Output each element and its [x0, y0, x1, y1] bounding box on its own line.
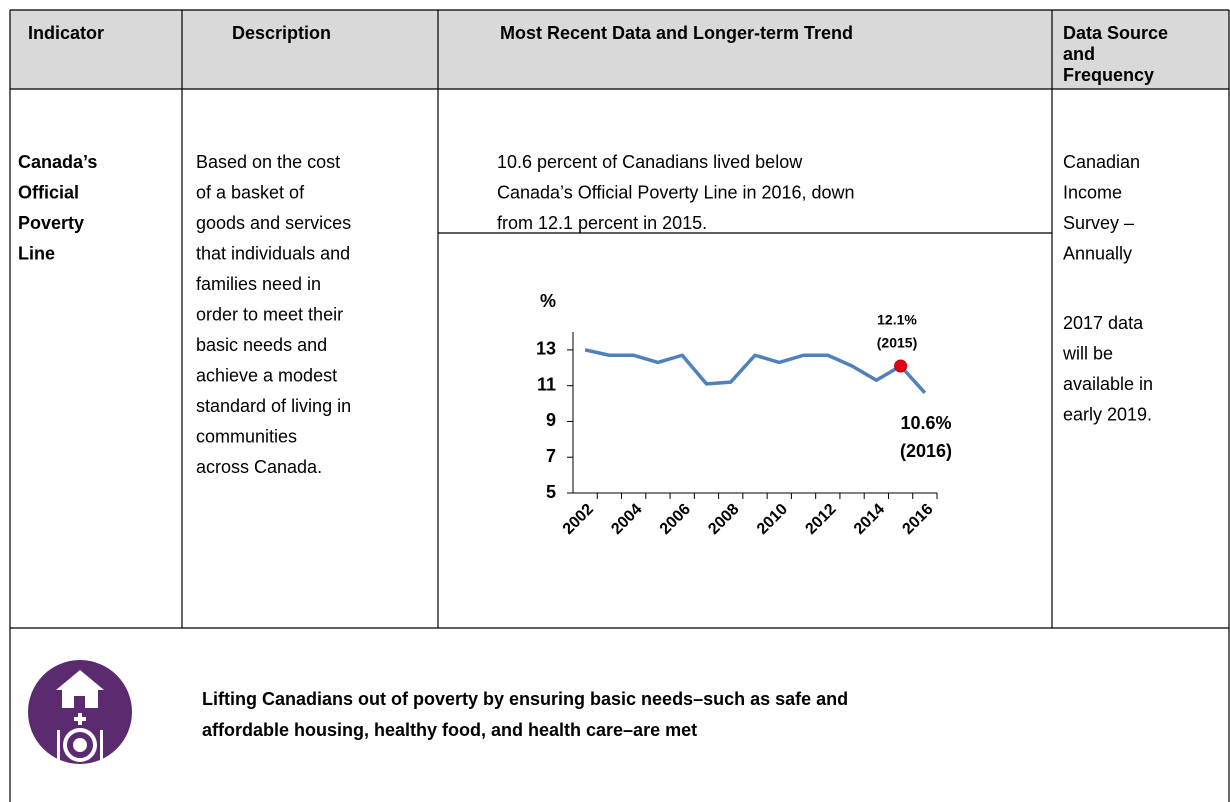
x-tick-label: 2016: [899, 501, 936, 538]
x-tick-label: 2006: [657, 501, 694, 538]
data-text: 10.6 percent of Canadians lived below: [497, 152, 803, 172]
source-text: Survey –: [1063, 213, 1134, 233]
x-tick-label: 2002: [560, 501, 597, 538]
description-text: communities: [196, 426, 297, 446]
data-text: Canada’s Official Poverty Line in 2016, …: [497, 182, 855, 202]
source-text: available in: [1063, 374, 1153, 394]
description-text: order to meet their: [196, 304, 343, 324]
source-text: early 2019.: [1063, 404, 1152, 424]
header-cell: Description: [232, 23, 331, 43]
indicator-text: Official: [18, 182, 79, 202]
source-text: will be: [1062, 343, 1113, 363]
source-text: Annually: [1063, 243, 1132, 263]
x-tick-label: 2010: [754, 501, 791, 538]
description-text: standard of living in: [196, 396, 351, 416]
header-background: [10, 10, 1229, 89]
description-text: families need in: [196, 274, 321, 294]
header-cell: Indicator: [28, 23, 104, 43]
y-tick-label: 11: [537, 374, 556, 394]
indicator-text: Poverty: [18, 213, 84, 233]
header-cell: Most Recent Data and Longer-term Trend: [500, 23, 853, 43]
header-cell: Frequency: [1063, 65, 1154, 85]
annotation: (2015): [877, 335, 917, 351]
annotation: 12.1%: [877, 312, 917, 328]
source-text: Canadian: [1063, 152, 1140, 172]
indicator-text: Line: [18, 243, 55, 263]
y-tick-label: 9: [546, 410, 556, 430]
y-tick-label: 13: [536, 339, 556, 359]
header-cell: Data Source: [1063, 23, 1168, 43]
description-text: that individuals and: [196, 243, 350, 263]
y-axis-label: %: [540, 291, 556, 311]
description-text: basic needs and: [196, 335, 327, 355]
description-text: across Canada.: [196, 457, 322, 477]
description-text: of a basket of: [196, 182, 305, 202]
annotation: 10.6%: [900, 413, 951, 433]
x-tick-label: 2004: [608, 501, 645, 538]
y-tick-label: 7: [546, 446, 556, 466]
description-text: goods and services: [196, 213, 351, 233]
indicator-text: Canada’s: [18, 152, 97, 172]
x-tick-label: 2014: [851, 501, 888, 538]
source-text: Income: [1063, 182, 1122, 202]
source-text: 2017 data: [1063, 313, 1144, 333]
description-text: Based on the cost: [196, 152, 340, 172]
footer-text: Lifting Canadians out of poverty by ensu…: [202, 689, 848, 709]
y-tick-label: 5: [546, 482, 556, 502]
header-cell: and: [1063, 44, 1095, 64]
series-line: [584, 348, 927, 394]
data-text: from 12.1 percent in 2015.: [497, 213, 707, 233]
x-tick-label: 2008: [705, 501, 742, 538]
footer-text: affordable housing, healthy food, and he…: [202, 720, 697, 740]
x-tick-label: 2012: [802, 501, 839, 538]
annotation: (2016): [900, 441, 952, 461]
table-borders: [9, 9, 1230, 802]
icon: [28, 660, 132, 764]
description-text: achieve a modest: [196, 365, 337, 385]
highlight-marker: [894, 359, 908, 373]
